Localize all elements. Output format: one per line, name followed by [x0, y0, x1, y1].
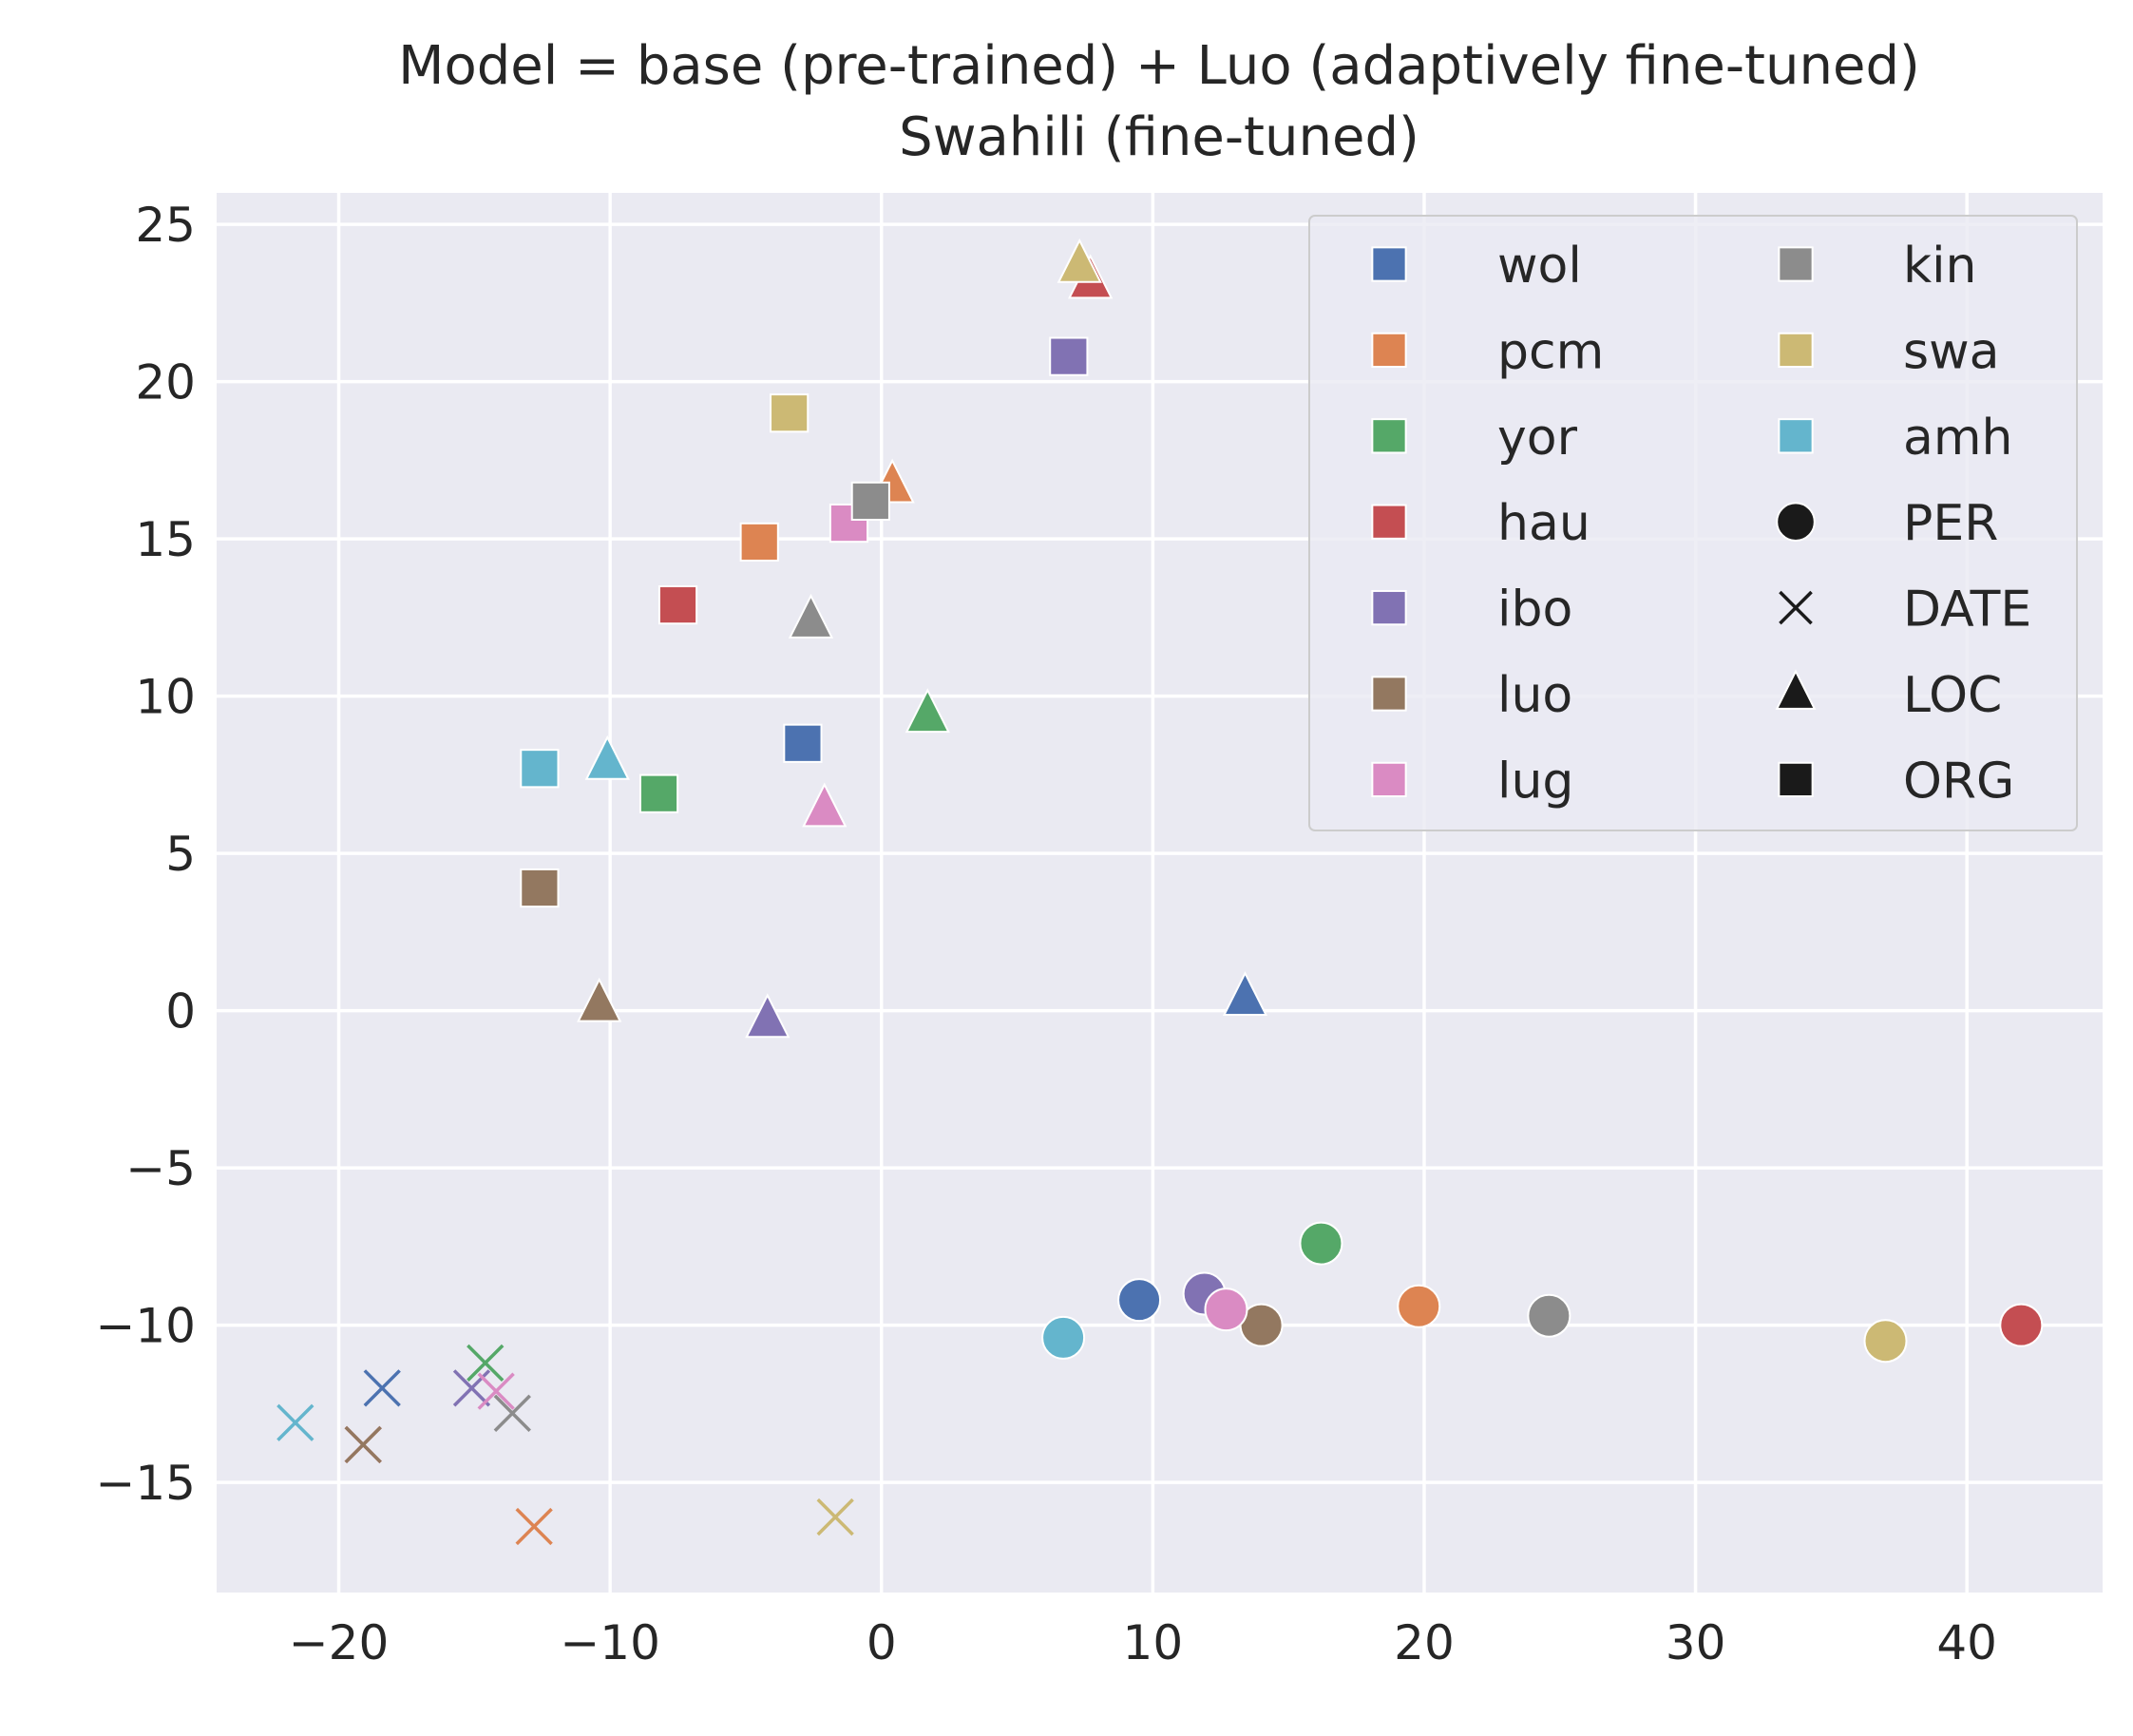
point-hau-per [1999, 1303, 2044, 1347]
point-wol-org [783, 723, 823, 763]
point-lug-loc [802, 782, 847, 828]
point-yor-org [638, 773, 679, 813]
point-ibo-org [1049, 336, 1089, 376]
legend-marker-ibo [1371, 589, 1407, 626]
point-swa-org [770, 393, 809, 433]
point-hau-org [657, 585, 698, 625]
point-pcm-per [1397, 1284, 1441, 1328]
point-luo-date [344, 1425, 382, 1464]
y-tick-label: −15 [95, 1456, 196, 1511]
point-swa-date [816, 1498, 854, 1536]
grid-lines [217, 193, 2103, 1593]
legend-label-hau: hau [1497, 495, 1590, 552]
chart-title-line-2: Swahili (fine-tuned) [899, 106, 1419, 168]
legend-label-yor: yor [1497, 410, 1578, 467]
legend-marker-kin [1778, 246, 1814, 282]
y-tick-label: 5 [165, 827, 196, 882]
legend-label-loc: LOC [1903, 667, 2002, 724]
legend-label-lug: lug [1497, 753, 1573, 810]
point-amh-per [1041, 1315, 1086, 1360]
y-tick-label: 25 [135, 198, 196, 253]
legend-label-luo: luo [1497, 667, 1572, 724]
point-yor-loc [905, 688, 950, 734]
point-kin-per [1527, 1293, 1571, 1338]
y-tick-label: −5 [125, 1141, 196, 1196]
legend-marker-hau [1371, 504, 1407, 540]
x-tick-label: 30 [1666, 1615, 1726, 1670]
point-pcm-date [515, 1507, 553, 1546]
legend-label-date: DATE [1903, 582, 2031, 639]
y-tick-label: −10 [95, 1299, 196, 1354]
legend-label-ibo: ibo [1497, 582, 1572, 639]
point-wol-loc [1222, 971, 1268, 1017]
point-lug-date [477, 1372, 515, 1410]
legend-marker-per [1776, 502, 1816, 543]
legend-label-pcm: pcm [1497, 323, 1604, 380]
point-wol-per [1117, 1278, 1162, 1323]
data-points [276, 238, 2044, 1546]
legend-frame [1308, 215, 2078, 831]
legend-items: wol pcm yor hau ibo luo lug kin swa amh PER DATE LOC… [1371, 238, 2031, 810]
chart-title-line-1: Model = base (pre-trained) + Luo (adapti… [398, 35, 1920, 97]
point-yor-per [1299, 1221, 1343, 1266]
y-tick-label: 20 [135, 355, 196, 410]
point-pcm-org [739, 522, 779, 563]
legend-marker-loc [1775, 669, 1817, 710]
legend-label-wol: wol [1497, 238, 1582, 295]
legend-marker-amh [1778, 418, 1814, 454]
point-swa-per [1863, 1319, 1908, 1364]
point-kin-date [493, 1394, 531, 1432]
x-tick-label: −10 [560, 1615, 660, 1670]
legend-label-amh: amh [1903, 410, 2012, 467]
point-amh-date [276, 1403, 314, 1441]
x-tick-label: −20 [289, 1615, 390, 1670]
legend-label-kin: kin [1903, 238, 1977, 295]
legend-marker-yor [1371, 418, 1407, 454]
legend-marker-pcm [1371, 332, 1407, 369]
legend-marker-wol [1371, 246, 1407, 282]
point-ibo-loc [745, 993, 790, 1039]
legend-marker-date [1779, 590, 1813, 625]
point-amh-loc [584, 734, 630, 780]
y-tick-label: 10 [135, 670, 196, 725]
legend-marker-swa [1778, 332, 1814, 369]
legend-marker-luo [1371, 676, 1407, 712]
x-tick-label: 10 [1123, 1615, 1184, 1670]
y-axis-ticks: −15 −10 −5 0 5 10 15 20 25 [95, 198, 196, 1511]
point-kin-loc [788, 593, 834, 639]
legend-label-swa: swa [1903, 323, 2000, 380]
point-wol-date [363, 1369, 401, 1407]
legend: wol pcm yor hau ibo luo lug kin swa amh PER DATE LOC… [1308, 215, 2078, 831]
point-kin-org [850, 481, 890, 521]
x-tick-label: 0 [867, 1615, 897, 1670]
legend-label-org: ORG [1903, 753, 2014, 810]
point-lug-per [1204, 1288, 1248, 1332]
point-luo-org [520, 868, 560, 908]
y-tick-label: 15 [135, 512, 196, 567]
legend-marker-org [1778, 761, 1814, 798]
legend-label-per: PER [1903, 495, 1998, 552]
point-luo-loc [577, 977, 622, 1022]
point-amh-org [520, 749, 560, 789]
x-axis-ticks: −20 −10 0 10 20 30 40 [289, 1615, 1997, 1670]
y-tick-label: 0 [165, 984, 196, 1040]
x-tick-label: 20 [1394, 1615, 1455, 1670]
point-yor-date [467, 1344, 505, 1382]
legend-marker-lug [1371, 761, 1407, 798]
point-swa-loc [1057, 238, 1102, 283]
x-tick-label: 40 [1936, 1615, 1997, 1670]
